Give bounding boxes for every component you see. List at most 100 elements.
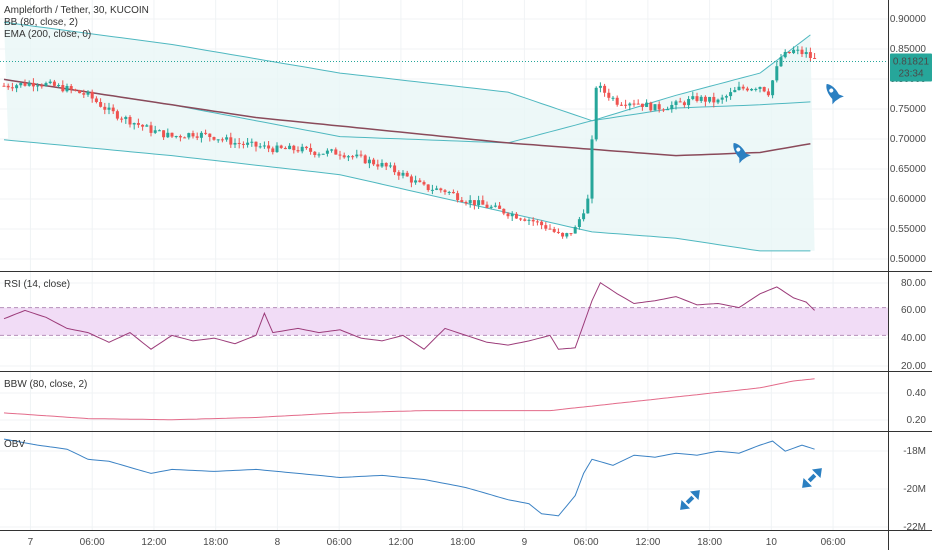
- candle-body: [716, 99, 720, 103]
- bb-lower-line: [3, 139, 811, 252]
- candle-body: [342, 155, 346, 158]
- candle-body: [758, 86, 762, 89]
- candle-body: [124, 116, 128, 120]
- y-tick-label: 80.00: [901, 278, 926, 289]
- candle-body: [598, 85, 602, 88]
- candle-body: [682, 102, 686, 106]
- candle-body: [195, 136, 199, 138]
- candle-body: [334, 149, 338, 155]
- candle-body: [514, 213, 518, 219]
- candle-body: [384, 162, 388, 167]
- candle-body: [162, 130, 166, 138]
- candle-body: [544, 225, 548, 229]
- candle-body: [498, 205, 502, 209]
- candle-body: [636, 103, 640, 105]
- candle-body: [267, 145, 271, 149]
- candle-body: [271, 148, 275, 153]
- candle-body: [99, 102, 103, 107]
- y-tick-label: 60.00: [901, 305, 926, 316]
- y-tick-label: 0.65000: [890, 164, 927, 175]
- candle-body: [523, 219, 527, 221]
- candle-body: [233, 142, 237, 145]
- x-tick-label: 10: [766, 537, 778, 548]
- y-tick-label: -18M: [903, 446, 926, 457]
- candle-body: [481, 200, 485, 205]
- candle-body: [678, 101, 682, 103]
- candle-body: [393, 165, 397, 173]
- candle-body: [31, 82, 35, 87]
- candle-body: [237, 142, 241, 144]
- candle-body: [397, 172, 401, 176]
- y-tick-label: 0.20: [907, 415, 927, 426]
- candle-body: [741, 86, 745, 89]
- candle-body: [645, 102, 649, 107]
- candle-body: [729, 92, 733, 97]
- candle-body: [586, 198, 590, 214]
- candle-body: [170, 132, 174, 137]
- candle-body: [409, 176, 413, 183]
- candle-body: [23, 82, 27, 86]
- candle-body: [766, 91, 770, 96]
- candle-body: [426, 184, 430, 191]
- candle-body: [531, 219, 535, 222]
- y-tick-label: 0.60000: [890, 194, 927, 205]
- candle-body: [363, 155, 367, 164]
- y-tick-label: 0.90000: [890, 14, 927, 25]
- ema-line: [3, 78, 811, 157]
- candle-body: [120, 118, 124, 120]
- candle-body: [153, 130, 157, 133]
- candle-body: [628, 103, 632, 106]
- candle-body: [527, 219, 531, 221]
- candle-body: [556, 231, 560, 233]
- x-tick-label: 7: [28, 537, 34, 548]
- ema-legend-label: EMA (200, close, 0): [4, 29, 91, 40]
- candle-body: [477, 200, 481, 206]
- candle-body: [439, 188, 443, 191]
- candle-body: [632, 103, 636, 105]
- candle-body: [166, 132, 170, 138]
- diagonal-arrows-icon: [802, 468, 822, 488]
- candle-body: [107, 107, 111, 110]
- candle-body: [775, 66, 779, 81]
- candle-body: [800, 49, 804, 55]
- candle-body: [27, 82, 31, 86]
- y-tick-label: 0.85000: [890, 44, 927, 55]
- candle-body: [48, 81, 52, 84]
- candle-body: [225, 137, 229, 140]
- last-price-value: 0.81821: [893, 56, 930, 67]
- candle-body: [44, 83, 48, 86]
- candle-body: [204, 132, 208, 134]
- candle-body: [346, 156, 350, 158]
- candle-body: [653, 104, 657, 111]
- candle-body: [762, 86, 766, 92]
- candle-body: [724, 96, 728, 98]
- candle-body: [489, 206, 493, 208]
- x-tick-label: 12:00: [635, 537, 660, 548]
- candle-body: [367, 159, 371, 164]
- candle-body: [464, 201, 468, 204]
- candle-body: [199, 132, 203, 138]
- candle-body: [359, 154, 363, 156]
- candle-body: [792, 49, 796, 54]
- candle-body: [569, 233, 573, 235]
- x-tick-label: 18:00: [697, 537, 722, 548]
- rocket-icon: [826, 83, 844, 105]
- candle-body: [472, 200, 476, 206]
- candle-body: [510, 213, 514, 217]
- candle-body: [695, 96, 699, 101]
- x-tick-label: 12:00: [388, 537, 413, 548]
- candle-body: [241, 143, 245, 145]
- candle-body: [808, 52, 812, 58]
- candle-body: [145, 125, 149, 127]
- candle-body: [351, 156, 355, 158]
- candle-body: [771, 80, 775, 96]
- candle-body: [708, 96, 712, 102]
- candle-body: [103, 106, 107, 110]
- candle-body: [691, 96, 695, 100]
- candle-body: [187, 133, 191, 138]
- candle-body: [208, 133, 212, 138]
- candle-body: [422, 182, 426, 185]
- candle-body: [262, 145, 266, 147]
- candle-body: [212, 137, 216, 140]
